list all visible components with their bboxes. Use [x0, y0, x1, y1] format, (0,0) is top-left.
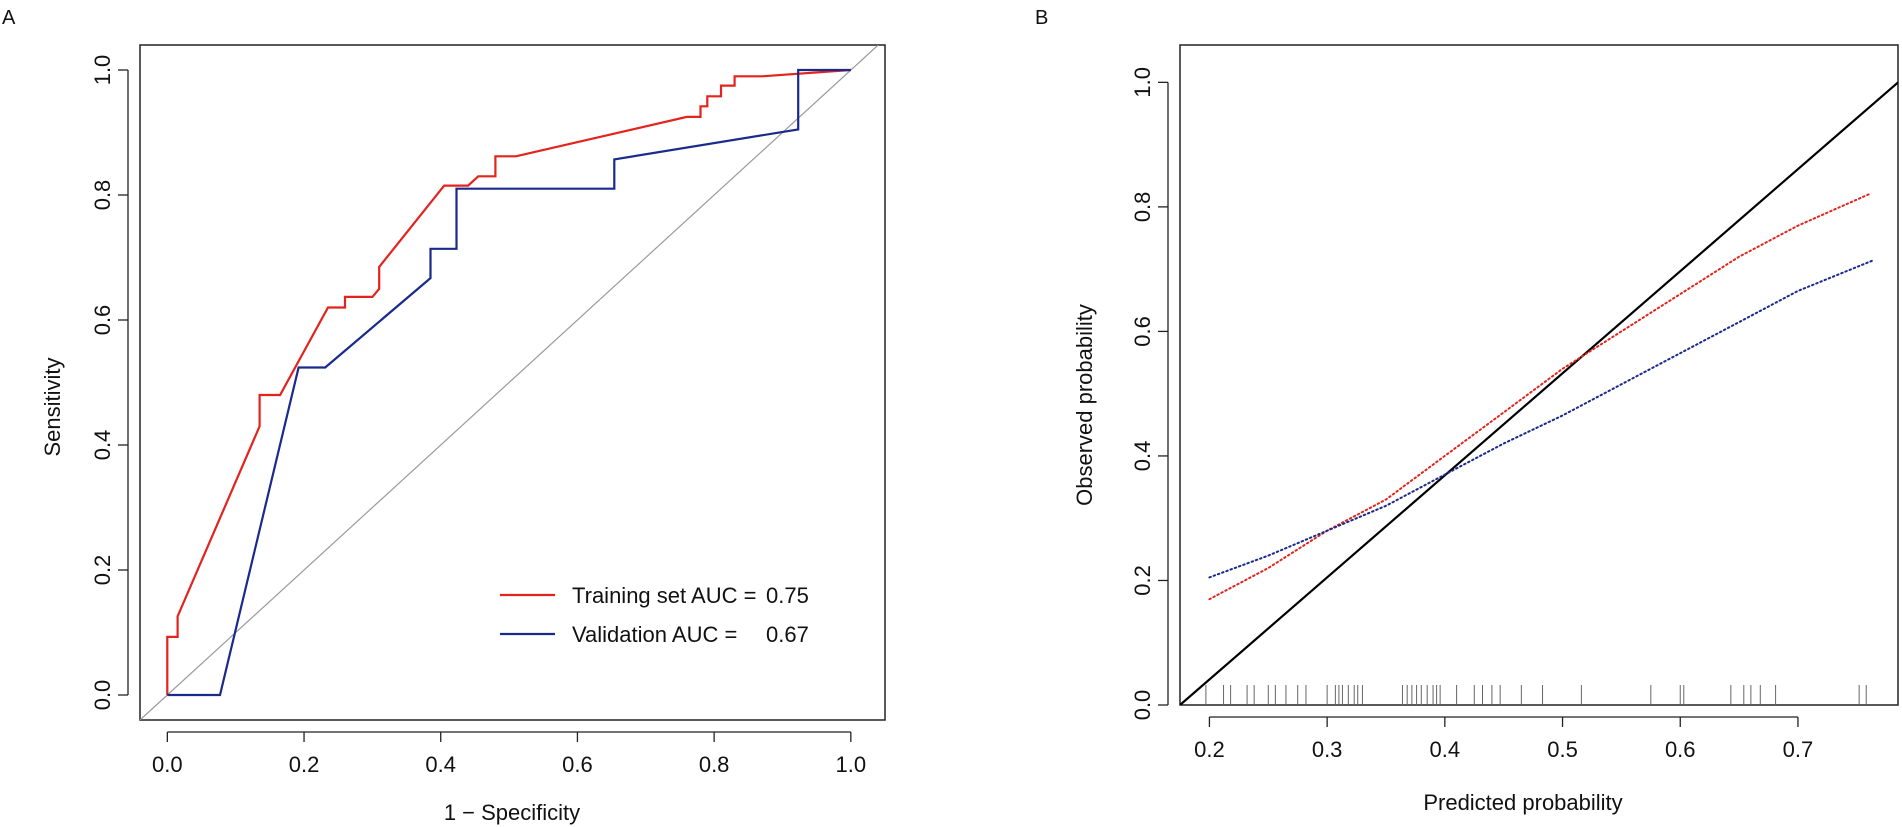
roc-x-tick-label: 0.2 — [289, 752, 320, 777]
roc-x-tick-label: 1.0 — [836, 752, 867, 777]
roc-series-training — [166, 68, 851, 695]
legend-label-training: Training set AUC = — [572, 583, 756, 608]
legend-label-validation: Validation AUC = — [572, 622, 737, 647]
roc-chance-line — [140, 45, 879, 720]
calibration-panel: B 0.2 0.3 0.4 0.5 0.6 0.7 0.00.20.40.60.81.0 … — [1035, 7, 1899, 815]
calibration-y-tick-label: 0.6 — [1130, 316, 1155, 347]
calibration-y-axis: 0.0 0.2 0.4 0.6 0.8 1.0 — [1130, 67, 1169, 721]
calibration-x-tick-label: 0.7 — [1783, 737, 1814, 762]
calibration-y-tick-label: 0.2 — [1130, 565, 1155, 596]
panel-b-label: B — [1035, 7, 1048, 29]
roc-series-validation — [167, 68, 851, 697]
roc-panel: A 0.0 0.2 0.4 0.6 0.8 1.0 0.00.20.40.60.81.0 … — [2, 7, 886, 825]
roc-plot-frame — [139, 44, 886, 721]
calibration-plot-frame — [1179, 44, 1899, 706]
roc-x-axis-title: 1 − Specificity — [444, 800, 580, 825]
roc-y-axis: 0.0 0.2 0.4 0.6 0.8 1.0 — [90, 55, 129, 711]
roc-y-tick-label: 0.2 — [90, 555, 115, 586]
roc-legend: Training set AUC = 0.75 Validation AUC =… — [500, 583, 809, 647]
calibration-x-tick-label: 0.2 — [1194, 737, 1225, 762]
calibration-x-tick-label: 0.6 — [1665, 737, 1696, 762]
roc-y-tick-label: 1.0 — [90, 55, 115, 86]
calibration-x-axis-title: Predicted probability — [1423, 790, 1622, 815]
calibration-series-validation — [1208, 258, 1876, 579]
calibration-x-tick-label: 0.4 — [1430, 737, 1461, 762]
calibration-y-tick-label: 0.8 — [1130, 192, 1155, 223]
calibration-y-tick-label: 0.0 — [1130, 690, 1155, 721]
panel-a-label: A — [2, 7, 16, 29]
roc-x-tick-label: 0.8 — [699, 752, 730, 777]
calibration-ideal-line — [1180, 81, 1898, 705]
legend-auc-validation: 0.67 — [766, 622, 809, 647]
roc-x-tick-label: 0.4 — [425, 752, 456, 777]
calibration-lines — [1180, 81, 1898, 705]
calibration-x-tick-label: 0.5 — [1547, 737, 1578, 762]
calibration-x-tick-label: 0.3 — [1312, 737, 1343, 762]
roc-y-tick-label: 0.4 — [90, 430, 115, 461]
roc-y-tick-label: 0.8 — [90, 180, 115, 211]
roc-lines — [140, 45, 879, 720]
roc-x-tick-label: 0.0 — [152, 752, 183, 777]
legend-auc-training: 0.75 — [766, 583, 809, 608]
calibration-rug — [1205, 685, 1867, 705]
calibration-series-training — [1208, 193, 1870, 601]
roc-y-tick-label: 0.6 — [90, 305, 115, 336]
calibration-x-axis: 0.2 0.3 0.4 0.5 0.6 0.7 — [1194, 716, 1814, 762]
calibration-y-axis-title: Observed probability — [1072, 304, 1097, 506]
roc-y-tick-label: 0.0 — [90, 680, 115, 711]
roc-x-axis: 0.0 0.2 0.4 0.6 0.8 1.0 — [152, 731, 867, 777]
calibration-y-tick-label: 0.4 — [1130, 441, 1155, 472]
roc-x-tick-label: 0.6 — [562, 752, 593, 777]
roc-y-axis-title: Sensitivity — [40, 357, 65, 456]
calibration-y-tick-label: 1.0 — [1130, 67, 1155, 98]
